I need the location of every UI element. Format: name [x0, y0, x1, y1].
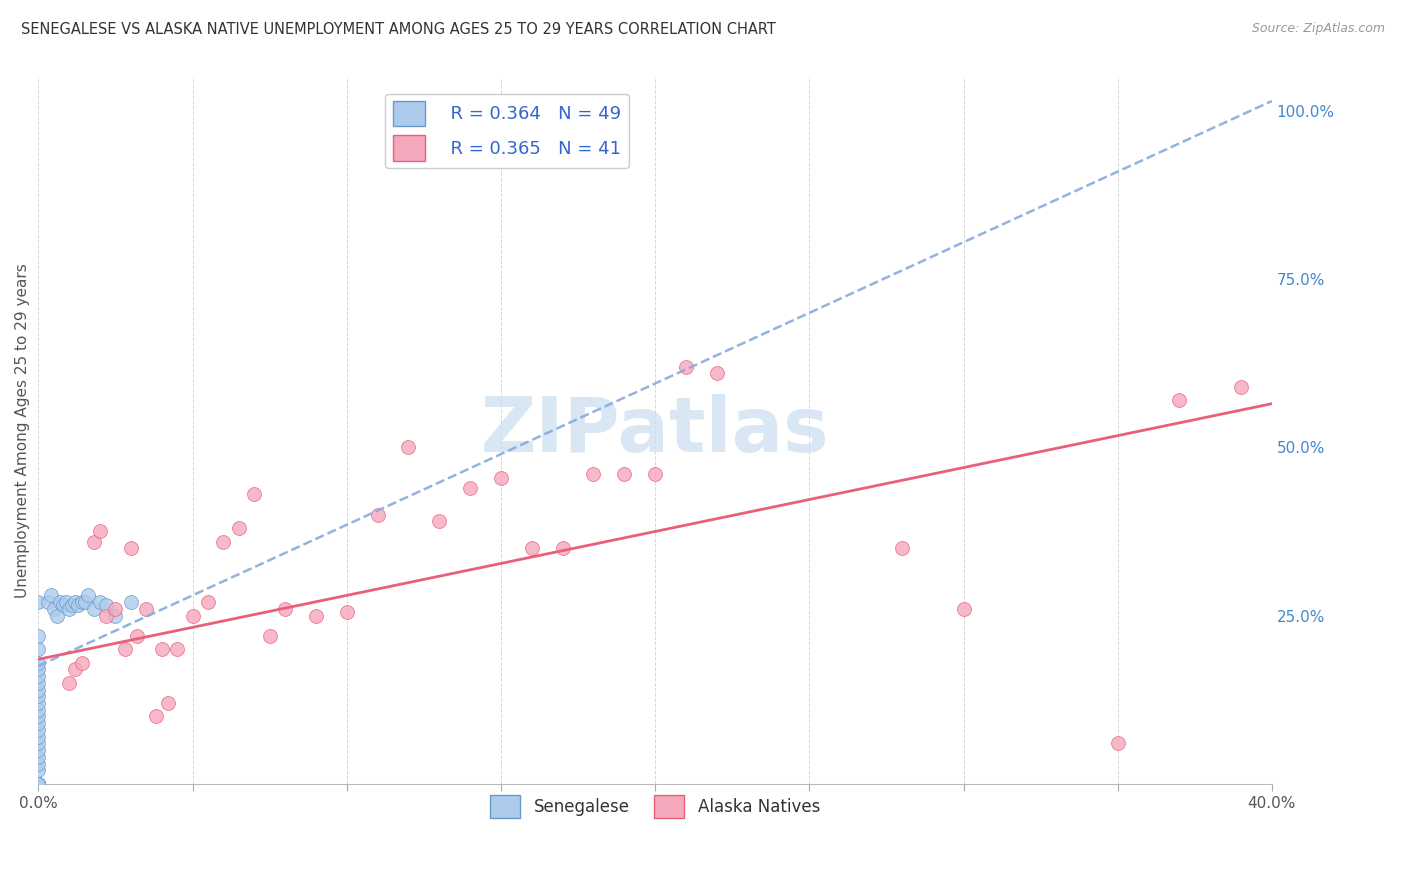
Point — [520, 541, 543, 556]
Point — [150, 642, 173, 657]
Point — [104, 602, 127, 616]
Point — [27, 777, 49, 791]
Point — [135, 602, 157, 616]
Point — [458, 481, 481, 495]
Point — [212, 534, 235, 549]
Point — [27, 777, 49, 791]
Point — [27, 749, 49, 764]
Point — [27, 736, 49, 750]
Point — [76, 588, 98, 602]
Point — [489, 471, 512, 485]
Point — [27, 690, 49, 704]
Point — [27, 777, 49, 791]
Point — [396, 441, 419, 455]
Point — [27, 777, 49, 791]
Point — [37, 595, 59, 609]
Point — [27, 662, 49, 676]
Legend: Senegalese, Alaska Natives: Senegalese, Alaska Natives — [484, 788, 827, 825]
Point — [274, 602, 297, 616]
Point — [96, 608, 118, 623]
Point — [27, 743, 49, 757]
Text: Source: ZipAtlas.com: Source: ZipAtlas.com — [1251, 22, 1385, 36]
Point — [228, 521, 250, 535]
Point — [890, 541, 912, 556]
Point — [52, 599, 75, 613]
Point — [58, 602, 80, 616]
Point — [166, 642, 188, 657]
Point — [27, 777, 49, 791]
Point — [65, 662, 87, 676]
Point — [675, 359, 697, 374]
Point — [27, 656, 49, 670]
Point — [427, 515, 450, 529]
Point — [96, 599, 118, 613]
Point — [336, 605, 359, 619]
Point — [613, 467, 636, 482]
Point — [89, 595, 111, 609]
Point — [243, 487, 266, 501]
Point — [305, 608, 328, 623]
Point — [27, 676, 49, 690]
Point — [89, 524, 111, 539]
Point — [27, 777, 49, 791]
Point — [27, 595, 49, 609]
Point — [83, 534, 105, 549]
Point — [27, 756, 49, 771]
Point — [114, 642, 136, 657]
Point — [1168, 393, 1191, 408]
Point — [551, 541, 574, 556]
Point — [181, 608, 204, 623]
Point — [45, 608, 67, 623]
Point — [67, 599, 90, 613]
Point — [367, 508, 389, 522]
Point — [27, 629, 49, 643]
Point — [27, 777, 49, 791]
Point — [27, 709, 49, 723]
Point — [58, 676, 80, 690]
Point — [104, 608, 127, 623]
Point — [60, 599, 83, 613]
Point — [39, 588, 62, 602]
Text: ZIPatlas: ZIPatlas — [481, 393, 830, 467]
Point — [70, 595, 93, 609]
Point — [27, 703, 49, 717]
Point — [27, 777, 49, 791]
Point — [120, 595, 142, 609]
Y-axis label: Unemployment Among Ages 25 to 29 years: Unemployment Among Ages 25 to 29 years — [15, 263, 30, 598]
Point — [27, 764, 49, 778]
Point — [27, 669, 49, 683]
Point — [145, 709, 167, 723]
Point — [197, 595, 219, 609]
Point — [582, 467, 605, 482]
Point — [156, 696, 179, 710]
Point — [42, 602, 65, 616]
Point — [27, 682, 49, 697]
Point — [27, 777, 49, 791]
Point — [259, 629, 281, 643]
Point — [73, 595, 96, 609]
Point — [65, 595, 87, 609]
Text: SENEGALESE VS ALASKA NATIVE UNEMPLOYMENT AMONG AGES 25 TO 29 YEARS CORRELATION C: SENEGALESE VS ALASKA NATIVE UNEMPLOYMENT… — [21, 22, 776, 37]
Point — [83, 602, 105, 616]
Point — [1230, 380, 1253, 394]
Point — [27, 642, 49, 657]
Point — [706, 367, 728, 381]
Point — [1107, 736, 1129, 750]
Point — [27, 716, 49, 731]
Point — [644, 467, 666, 482]
Point — [27, 777, 49, 791]
Point — [27, 723, 49, 737]
Point — [70, 656, 93, 670]
Point — [27, 730, 49, 744]
Point — [27, 696, 49, 710]
Point — [952, 602, 974, 616]
Point — [55, 595, 77, 609]
Point — [125, 629, 148, 643]
Point — [120, 541, 142, 556]
Point — [49, 595, 72, 609]
